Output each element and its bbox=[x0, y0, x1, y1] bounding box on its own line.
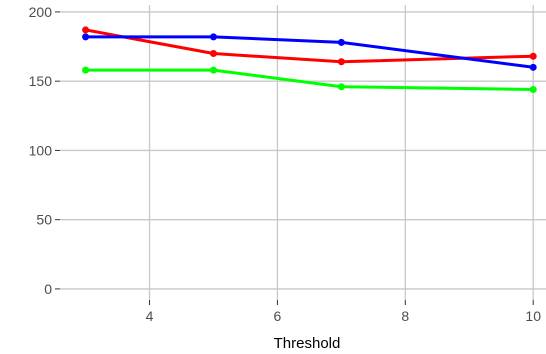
y-tick-label: 0 bbox=[44, 281, 52, 297]
tick-labels: 0 50 100 150 200 4 6 8 10 bbox=[29, 4, 542, 324]
blue-data-point bbox=[82, 33, 90, 41]
y-tick-label: 150 bbox=[29, 73, 53, 89]
red-data-point bbox=[337, 58, 345, 66]
green-data-point bbox=[337, 83, 345, 91]
green-series bbox=[82, 66, 537, 93]
green-series-line bbox=[85, 68, 534, 91]
blue-series bbox=[82, 33, 537, 71]
red-series-line bbox=[85, 28, 534, 64]
red-data-point bbox=[82, 26, 90, 34]
y-tick-label: 50 bbox=[36, 212, 52, 228]
grid-lines bbox=[60, 5, 546, 300]
x-tick-label: 8 bbox=[401, 308, 409, 324]
x-tick-label: 4 bbox=[146, 308, 154, 324]
x-tick-label: 10 bbox=[525, 308, 541, 324]
blue-data-point bbox=[209, 33, 217, 41]
y-tick-label: 100 bbox=[29, 142, 53, 158]
green-data-point bbox=[82, 66, 90, 74]
blue-data-point bbox=[337, 38, 345, 46]
red-series bbox=[82, 26, 537, 66]
data-series bbox=[82, 26, 537, 93]
blue-data-point bbox=[529, 63, 537, 71]
green-data-point bbox=[529, 85, 537, 93]
green-data-point bbox=[209, 66, 217, 74]
x-axis-title: Threshold bbox=[274, 335, 341, 352]
y-tick-label: 200 bbox=[29, 4, 53, 20]
red-data-point bbox=[529, 52, 537, 60]
red-data-point bbox=[209, 49, 217, 57]
axis-ticks bbox=[55, 11, 534, 305]
x-tick-label: 6 bbox=[274, 308, 282, 324]
blue-series-line bbox=[85, 35, 534, 69]
